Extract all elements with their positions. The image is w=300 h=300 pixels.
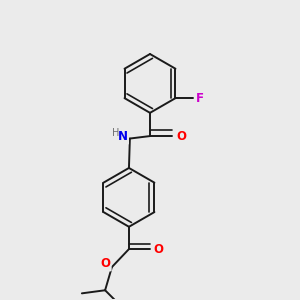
Text: N: N [118, 130, 128, 143]
Text: O: O [176, 130, 186, 142]
Text: H: H [112, 128, 119, 138]
Text: F: F [196, 92, 204, 105]
Text: O: O [154, 243, 164, 256]
Text: O: O [101, 257, 111, 270]
